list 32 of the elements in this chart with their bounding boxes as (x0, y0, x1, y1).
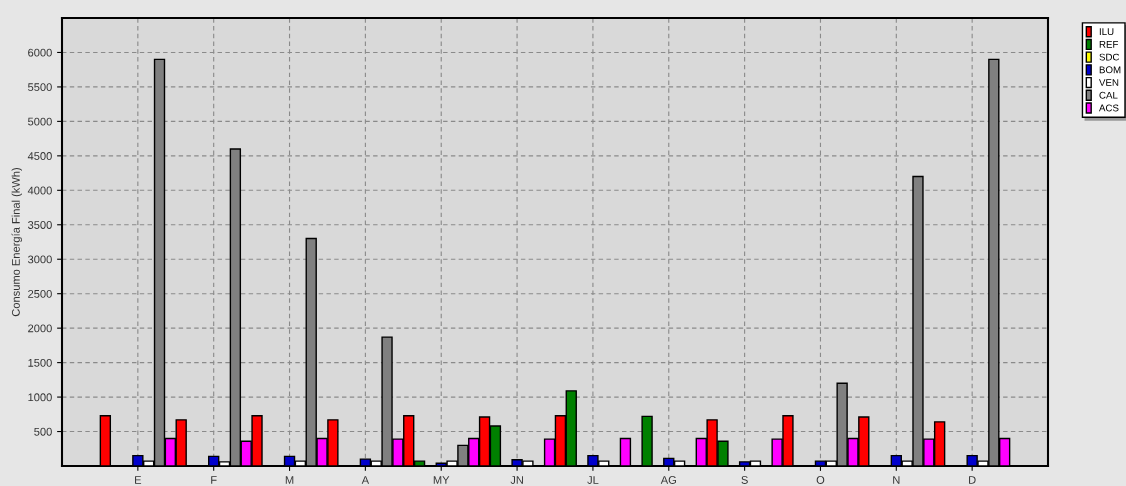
x-tick-label: MY (433, 476, 450, 484)
y-tick-label: 1500 (28, 358, 52, 367)
y-tick-label: 5000 (28, 117, 52, 126)
x-tick-label: JN (510, 476, 523, 484)
legend-label: REF (1099, 41, 1119, 48)
legend-label: BOM (1099, 66, 1121, 74)
y-tick-label: 1000 (28, 393, 52, 402)
y-tick-label: 3500 (27, 221, 52, 229)
y-tick-label: 2500 (28, 289, 52, 298)
x-tick-label: A (361, 476, 370, 484)
y-tick-label: 6000 (28, 48, 52, 57)
x-tick-label: E (135, 476, 142, 484)
legend-label: SDC (1099, 53, 1120, 61)
x-tick-label: F (211, 476, 217, 484)
y-tick-label: 4500 (27, 152, 52, 160)
x-tick-label: JL (587, 476, 599, 484)
y-tick-label: 5500 (28, 83, 52, 92)
x-tick-label: M (285, 476, 294, 484)
y-tick-label: 3000 (27, 255, 52, 264)
y-tick-label: 2000 (28, 324, 52, 333)
legend-label: ACS (1098, 104, 1119, 112)
legend-label: ILU (1099, 28, 1114, 36)
y-axis-title: Consumo Energía Final (kWh) (11, 167, 23, 317)
x-tick-label: D (969, 476, 976, 484)
x-tick-label: O (816, 476, 825, 484)
x-tick-label: S (741, 476, 748, 484)
x-tick-label: N (893, 476, 900, 484)
x-tick-label: AG (660, 476, 676, 484)
y-tick-label: 500 (34, 427, 52, 436)
legend-label: CAL (1099, 91, 1118, 99)
y-tick-label: 4000 (27, 186, 52, 195)
legend-label: VEN (1099, 79, 1119, 86)
